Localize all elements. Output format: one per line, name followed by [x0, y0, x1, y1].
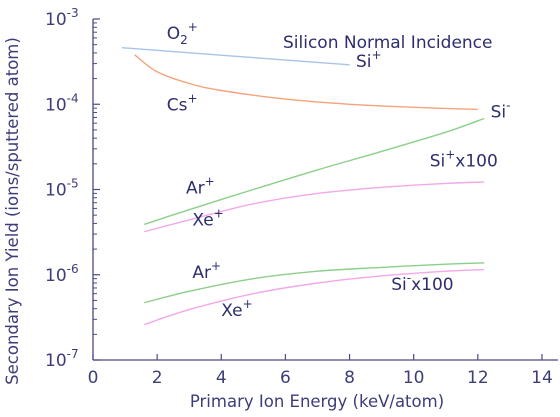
y-tick-label: 10-4: [45, 91, 79, 115]
series-line-1: [134, 54, 478, 111]
y-tick-label: 10-6: [45, 262, 79, 286]
series-annotation: Si-x100: [391, 271, 453, 295]
series-line-2: [144, 117, 485, 226]
series-annotation: Si-: [491, 98, 511, 122]
series-annotation: Ar+: [192, 259, 221, 283]
series-line-3: [144, 181, 485, 233]
series-line-5: [144, 268, 485, 326]
x-tick-label: 0: [88, 368, 99, 388]
series-annotation: O2+: [167, 20, 198, 47]
x-tick-label: 10: [403, 368, 425, 388]
series-annotation: Cs+: [167, 91, 198, 115]
y-tick-label: 10-3: [45, 6, 79, 30]
series-annotation: Ar+: [186, 174, 215, 198]
x-tick-label: 4: [216, 368, 227, 388]
chart-title: Silicon Normal Incidence: [283, 33, 493, 53]
y-axis-title: Secondary Ion Yield (ions/sputtered atom…: [3, 37, 22, 385]
series-line-4: [144, 262, 485, 304]
y-tick-label: 10-7: [45, 347, 79, 371]
x-axis-title: Primary Ion Energy (keV/atom): [190, 392, 444, 411]
x-tick-label: 8: [344, 368, 355, 388]
y-tick-label: 10-5: [45, 177, 79, 201]
series-annotation: Si+x100: [430, 148, 498, 172]
series-annotation: Xe+: [221, 297, 252, 321]
series-annotation: Xe+: [192, 206, 223, 230]
x-tick-label: 12: [467, 368, 489, 388]
x-tick-label: 6: [280, 368, 291, 388]
x-tick-label: 14: [531, 368, 553, 388]
x-tick-label: 2: [152, 368, 163, 388]
series-line-0: [121, 47, 350, 66]
